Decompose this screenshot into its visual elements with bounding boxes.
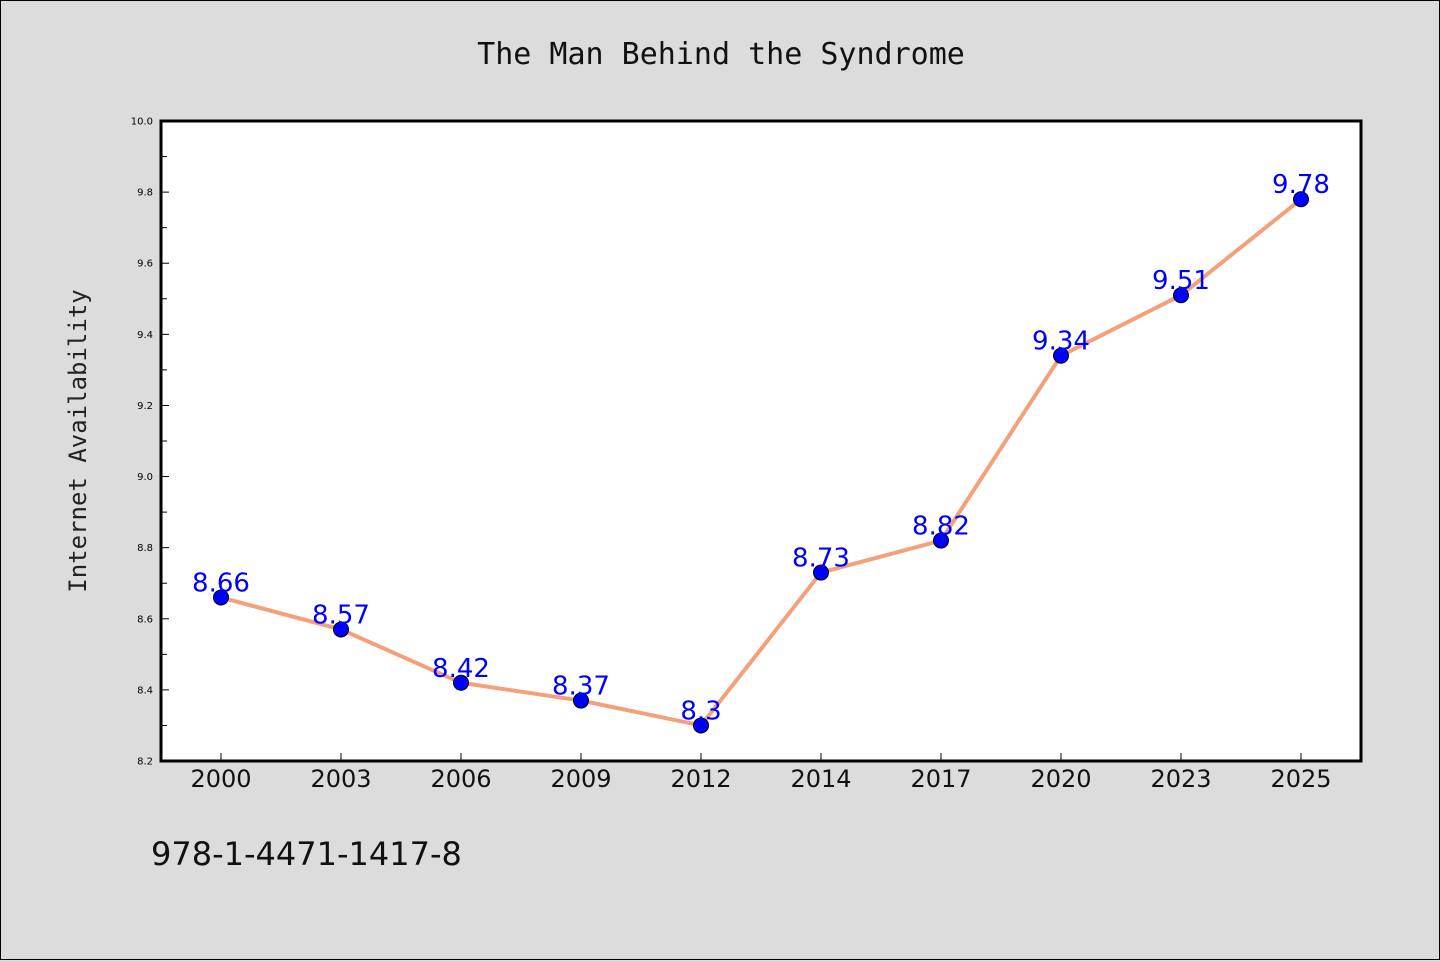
data-label: 8.57 [312, 600, 370, 630]
data-label: 8.37 [552, 672, 610, 702]
data-point-marker [693, 717, 709, 734]
y-tick-label: 8.8 [137, 543, 153, 554]
chart-title: The Man Behind the Syndrome [477, 37, 965, 72]
y-tick-label: 10.0 [131, 117, 153, 128]
x-tick-label: 2003 [310, 765, 371, 793]
y-tick-label: 8.6 [137, 614, 153, 625]
y-axis-label: Internet Availability [64, 289, 92, 592]
y-tick-label: 9.2 [137, 401, 153, 412]
plot-area [159, 119, 1363, 763]
data-point-marker [1293, 191, 1309, 208]
x-tick-label: 2012 [670, 765, 731, 793]
data-point-marker [573, 692, 589, 709]
data-point-marker [933, 532, 949, 549]
data-label: 8.73 [792, 544, 850, 574]
data-point-marker [453, 674, 469, 691]
isbn-footer-text: 978-1-4471-1417-8 [151, 835, 462, 873]
x-tick-label: 2009 [550, 765, 611, 793]
data-label: 8.66 [192, 568, 250, 598]
y-tick-label: 9.6 [137, 259, 153, 270]
data-label: 8.42 [432, 654, 490, 684]
x-tick-label: 2006 [430, 765, 491, 793]
data-label: 9.34 [1032, 327, 1090, 357]
y-tick-label: 8.2 [137, 757, 153, 768]
y-tick-label: 9.4 [137, 330, 153, 341]
x-tick-label: 2000 [190, 765, 251, 793]
x-tick-label: 2025 [1270, 765, 1331, 793]
x-tick-label: 2017 [910, 765, 971, 793]
series-layer: 8.66 8.57 8.42 8.37 8.3 8.73 8.82 9.34 9.51 9.78 [192, 170, 1330, 734]
data-point-marker [1173, 287, 1189, 304]
x-tick-label: 2014 [790, 765, 851, 793]
data-label: 9.51 [1152, 266, 1210, 296]
series-line [219, 197, 1303, 728]
y-tick-label: 9.8 [137, 188, 153, 199]
y-tick-label: 9.0 [137, 472, 153, 483]
x-tick-label: 2020 [1030, 765, 1091, 793]
data-point-marker [1053, 347, 1069, 364]
data-point-marker [813, 564, 829, 581]
data-label: 8.82 [912, 512, 970, 542]
data-label: 8.3 [680, 696, 721, 726]
data-point-marker [213, 589, 229, 606]
y-tick-label: 8.4 [137, 685, 153, 696]
x-axis: 2000 2003 2006 2009 2012 2014 2017 2020 2023 2025 [190, 753, 1332, 793]
data-point-marker [333, 621, 349, 638]
x-tick-label: 2023 [1150, 765, 1211, 793]
y-axis: 8.2 8.4 8.6 8.8 9.0 9.2 9.4 9.6 9.8 10.0 [131, 117, 169, 768]
data-label: 9.78 [1272, 170, 1330, 200]
